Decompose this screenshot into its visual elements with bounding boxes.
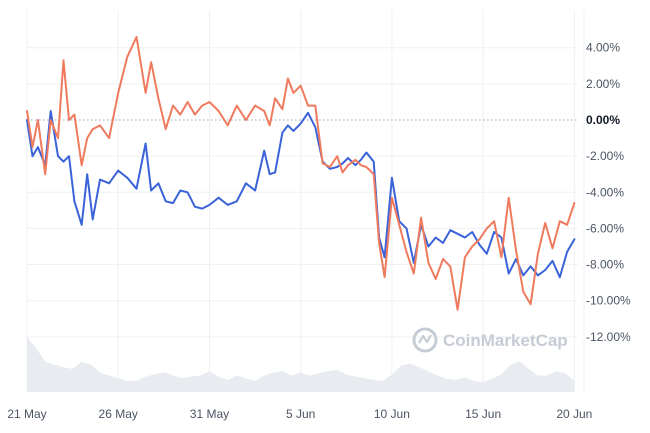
y-axis: 4.00% 2.00% 0.00% -2.00% -4.00% -6.00% -8.00% -… (586, 41, 631, 344)
x-tick-label-2: 31 May (190, 407, 229, 421)
y-tick-label-7: -10.00% (586, 294, 631, 308)
y-tick-label-3: -2.00% (586, 149, 624, 163)
series-lines (26, 35, 576, 311)
coinmarketcap-watermark: CoinMarketCap (412, 327, 568, 353)
y-tick-label-5: -6.00% (586, 221, 624, 235)
series-line-1 (26, 110, 576, 279)
y-tick-label-8: -12.00% (586, 330, 631, 344)
volume-area-group (27, 337, 575, 392)
x-tick-label-3: 5 Jun (286, 407, 315, 421)
x-tick-label-0: 21 May (7, 407, 46, 421)
y-tick-label-2: 0.00% (586, 113, 620, 127)
y-tick-label-4: -4.00% (586, 185, 624, 199)
x-tick-label-6: 20 Jun (556, 407, 592, 421)
x-tick-label-5: 15 Jun (465, 407, 501, 421)
volume-area (27, 337, 575, 392)
y-tick-label-0: 4.00% (586, 41, 620, 55)
y-tick-label-1: 2.00% (586, 77, 620, 91)
x-axis: 21 May 26 May 31 May 5 Jun 10 Jun 15 Jun 20 Ju… (7, 407, 592, 421)
watermark-text: CoinMarketCap (443, 331, 568, 350)
x-tick-label-1: 26 May (99, 407, 138, 421)
coinmarketcap-logo-icon (412, 327, 438, 353)
y-tick-label-6: -8.00% (586, 258, 624, 272)
x-tick-label-4: 10 Jun (374, 407, 410, 421)
series-line-2 (26, 35, 576, 311)
